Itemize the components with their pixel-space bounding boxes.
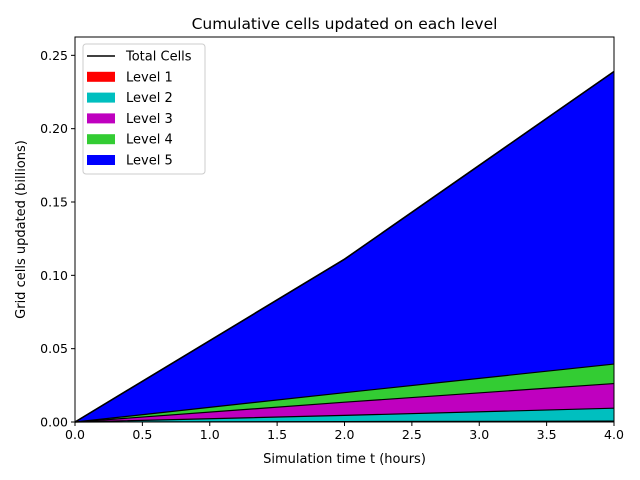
total-cells-line xyxy=(74,70,615,423)
y-tick-label: 0.25 xyxy=(40,48,68,63)
x-tick-label: 1.5 xyxy=(267,427,287,442)
x-tick-label: 1.0 xyxy=(200,427,220,442)
x-tick-label: 2.0 xyxy=(335,427,355,442)
y-tick-label: 0.15 xyxy=(40,195,68,210)
legend-label-level-5: Level 5 xyxy=(126,154,173,169)
legend-swatch-level-1 xyxy=(87,71,115,82)
x-axis-label: Simulation time t (hours) xyxy=(263,452,426,467)
chart-title: Cumulative cells updated on each level xyxy=(192,15,498,33)
legend-label-level-4: Level 4 xyxy=(126,133,173,148)
y-tick-label: 0.05 xyxy=(40,341,68,356)
y-tick-label: 0.00 xyxy=(40,415,68,430)
legend: Total Cells Level 1 Level 2 Level 3 Level 4 L… xyxy=(82,43,206,175)
area-edge-level-2 xyxy=(74,407,615,423)
legend-swatch-level-4 xyxy=(87,134,115,145)
legend-label-level-1: Level 1 xyxy=(126,70,173,85)
x-tick-label: 4.0 xyxy=(604,427,624,442)
area-edge-level-3 xyxy=(74,382,615,423)
y-axis-ticks: 0.00 0.05 0.10 0.15 0.20 0.25 xyxy=(40,48,75,430)
legend-label-level-3: Level 3 xyxy=(126,112,173,127)
area-edge-level-4 xyxy=(74,363,615,423)
x-tick-label: 2.5 xyxy=(402,427,422,442)
legend-swatch-level-2 xyxy=(87,92,115,103)
x-tick-label: 0.0 xyxy=(65,427,85,442)
y-tick-label: 0.20 xyxy=(40,121,68,136)
legend-swatch-level-3 xyxy=(87,113,115,124)
y-tick-label: 0.10 xyxy=(40,268,68,283)
x-axis-ticks: 0.0 0.5 1.0 1.5 2.0 2.5 3.0 3.5 4.0 xyxy=(65,422,624,442)
legend-label-level-2: Level 2 xyxy=(126,91,173,106)
x-tick-label: 3.0 xyxy=(469,427,489,442)
legend-label-total-cells: Total Cells xyxy=(125,50,192,65)
y-axis-label: Grid cells updated (billions) xyxy=(14,140,29,319)
x-tick-label: 3.5 xyxy=(537,427,557,442)
area-level-2 xyxy=(75,408,614,422)
x-tick-label: 0.5 xyxy=(132,427,152,442)
area-level-5 xyxy=(75,71,614,422)
legend-swatch-level-5 xyxy=(87,155,115,165)
